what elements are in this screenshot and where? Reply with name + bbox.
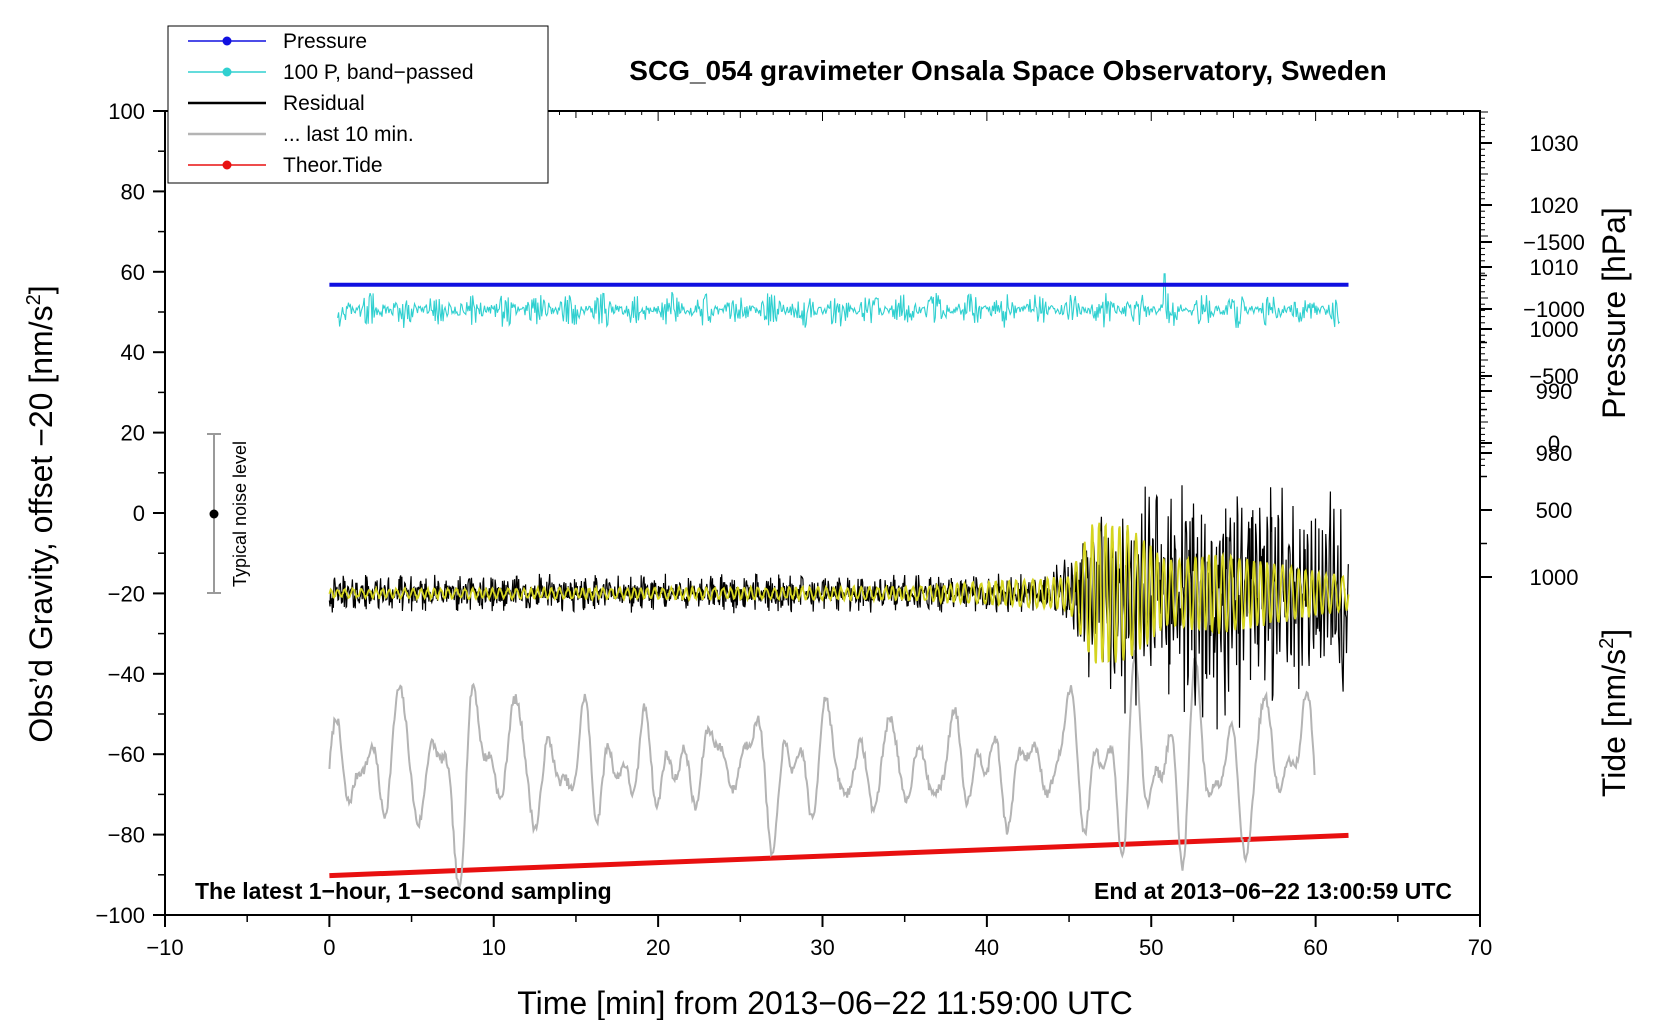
legend-box — [167, 25, 549, 184]
noise-bar-center-dot — [209, 509, 219, 519]
residual-smoothed-series-layer — [328, 522, 1350, 664]
last10-series-line — [328, 649, 1316, 890]
tide-tick-label: −500 — [1529, 364, 1579, 389]
residual-smoothed-series-line — [328, 522, 1350, 664]
pressure-tick-label: 1000 — [1530, 317, 1579, 342]
chart-title: SCG_054 gravimeter Onsala Space Observat… — [629, 55, 1386, 86]
legend-label: Pressure — [283, 30, 367, 53]
bandpassed-series-layer — [337, 273, 1341, 328]
tide-tick-label: 500 — [1536, 498, 1573, 523]
legend-marker — [222, 36, 232, 46]
bandpassed-series-line — [337, 273, 1341, 328]
x-tick-label: 0 — [323, 935, 335, 960]
tide-axis-label: Tide [nm/s2] — [1596, 629, 1632, 797]
left-tick-label: 60 — [121, 260, 145, 285]
legend: Pressure 100 P, band−passed Residual ... la… — [167, 25, 549, 184]
x-axis-label: Time [min] from 2013−06−22 11:59:00 UTC — [517, 985, 1132, 1020]
pressure-tick-label: 1010 — [1530, 255, 1579, 280]
left-tick-label: 100 — [108, 99, 145, 124]
left-axis-ticks: −100 −80 −60 −40 −20 0 20 40 60 80 100 — [95, 99, 165, 928]
left-tick-label: 0 — [133, 501, 145, 526]
legend-label: 100 P, band−passed — [283, 61, 474, 84]
pressure-tick-label: 1020 — [1530, 193, 1579, 218]
tide-axis-label-end: ] — [1596, 629, 1632, 638]
legend-label: Residual — [283, 92, 365, 115]
legend-label: ... last 10 min. — [283, 123, 414, 146]
left-axis-label: Obs’d Gravity, offset −20 [nm/s2] — [23, 285, 59, 742]
noise-bar-label: Typical noise level — [230, 441, 250, 587]
tide-tick-label: −1000 — [1523, 297, 1585, 322]
x-tick-label: 10 — [482, 935, 506, 960]
pressure-tick-label: 990 — [1536, 379, 1573, 404]
left-tick-label: −40 — [108, 662, 145, 687]
x-axis-ticks: −10 0 10 20 30 40 50 60 70 — [146, 915, 1492, 960]
tide-series-line — [329, 832, 1349, 879]
x-tick-label: 60 — [1303, 935, 1327, 960]
tide-axis-label-sup: 2 — [1596, 638, 1618, 649]
left-tick-label: 80 — [121, 179, 145, 204]
x-tick-label: 20 — [646, 935, 670, 960]
left-tick-label: 20 — [121, 421, 145, 446]
tide-axis-ticks: −1500 −1000 −500 0 500 1000 — [1480, 230, 1585, 590]
x-tick-label: 70 — [1468, 935, 1492, 960]
pressure-tick-label: 980 — [1536, 441, 1573, 466]
pressure-axis-label: Pressure [hPa] — [1596, 207, 1632, 419]
left-tick-label: 40 — [121, 340, 145, 365]
left-tick-label: −100 — [95, 903, 145, 928]
residual-series-layer — [328, 485, 1349, 730]
annotation-left: The latest 1−hour, 1−second sampling — [195, 878, 612, 904]
legend-marker — [222, 67, 232, 77]
left-tick-label: −60 — [108, 742, 145, 767]
legend-marker — [222, 160, 232, 170]
left-tick-label: −80 — [108, 823, 145, 848]
residual-series-line — [328, 485, 1349, 730]
x-tick-label: 40 — [975, 935, 999, 960]
annotation-right: End at 2013−06−22 13:00:59 UTC — [1094, 878, 1452, 904]
legend-label: Theor.Tide — [283, 154, 383, 177]
x-tick-label: 30 — [810, 935, 834, 960]
tide-tick-label: 0 — [1548, 431, 1560, 456]
x-tick-label: −10 — [146, 935, 183, 960]
noise-level-indicator: Typical noise level — [207, 433, 250, 594]
last10-series-layer — [328, 649, 1316, 890]
tide-tick-label: −1500 — [1523, 230, 1585, 255]
left-axis-label-main: Obs’d Gravity, offset −20 [nm/s — [23, 305, 59, 742]
tide-tick-label: 1000 — [1530, 565, 1579, 590]
pressure-axis-ticks: 980 990 1000 1010 1020 1030 — [1480, 111, 1579, 466]
pressure-tick-label: 1030 — [1530, 131, 1579, 156]
x-tick-label: 50 — [1139, 935, 1163, 960]
left-tick-label: −20 — [108, 581, 145, 606]
left-axis-label-end: ] — [23, 285, 59, 294]
left-axis-label-sup: 2 — [23, 294, 45, 305]
tide-axis-label-main: Tide [nm/s — [1596, 649, 1632, 797]
tide-series-layer — [329, 832, 1349, 879]
